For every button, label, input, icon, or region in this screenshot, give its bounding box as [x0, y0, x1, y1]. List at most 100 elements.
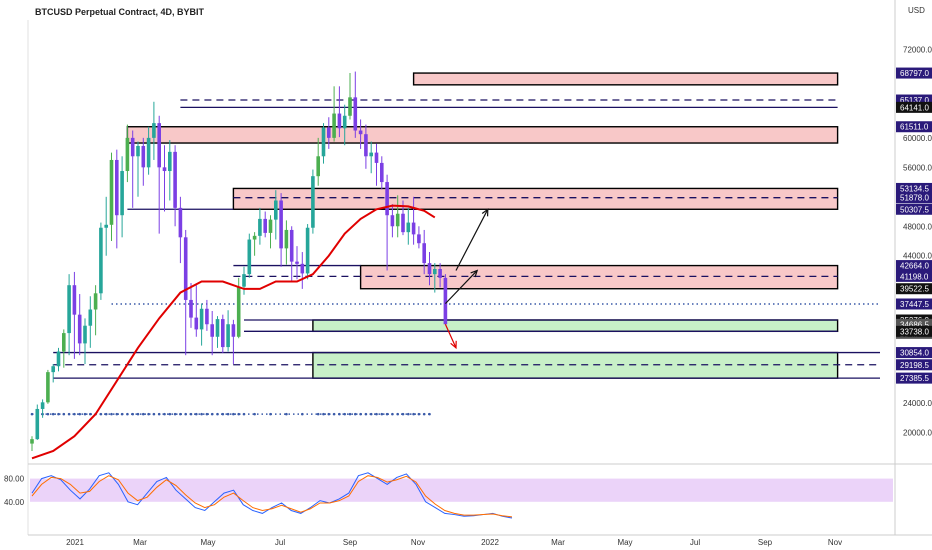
price-level-tag[interactable]: [896, 298, 932, 310]
candle-body[interactable]: [120, 171, 124, 216]
candle-body[interactable]: [274, 200, 278, 220]
candle-body[interactable]: [152, 123, 156, 138]
candle-body[interactable]: [279, 200, 283, 249]
candle-body[interactable]: [258, 218, 262, 236]
candle-body[interactable]: [422, 243, 426, 264]
candle-body[interactable]: [401, 213, 405, 233]
candle-body[interactable]: [247, 239, 252, 275]
candle-body[interactable]: [385, 182, 389, 216]
candle-body[interactable]: [104, 224, 108, 228]
candle-body[interactable]: [30, 439, 34, 444]
candle-body[interactable]: [443, 277, 448, 325]
candle-body[interactable]: [109, 159, 114, 225]
candle-body[interactable]: [189, 299, 193, 318]
candle-body[interactable]: [438, 268, 442, 278]
candle-body[interactable]: [146, 137, 151, 168]
price-level-tag[interactable]: [896, 67, 932, 79]
candle-body[interactable]: [199, 308, 204, 330]
candle-body[interactable]: [178, 207, 183, 238]
candle-body[interactable]: [88, 309, 93, 326]
candle-body[interactable]: [93, 293, 98, 310]
candle-body[interactable]: [215, 319, 220, 337]
candle-body[interactable]: [417, 234, 421, 244]
candle-body[interactable]: [268, 219, 273, 233]
candle-body[interactable]: [395, 213, 400, 227]
candle-body[interactable]: [369, 152, 373, 157]
price-level-tag[interactable]: [896, 372, 932, 384]
candle-body[interactable]: [321, 127, 326, 157]
candle-body[interactable]: [358, 130, 363, 135]
candle-body[interactable]: [205, 308, 209, 325]
candle-body[interactable]: [173, 151, 177, 208]
candle-body[interactable]: [295, 261, 299, 264]
price-level-tag[interactable]: [896, 325, 932, 337]
candle-body[interactable]: [168, 151, 172, 172]
candle-body[interactable]: [289, 229, 294, 262]
candle-body[interactable]: [130, 137, 135, 157]
candle-body[interactable]: [284, 229, 289, 249]
candle-body[interactable]: [115, 159, 119, 216]
price-level-tag[interactable]: [896, 260, 932, 272]
candle-body[interactable]: [300, 263, 305, 274]
price-level-tag[interactable]: [896, 283, 932, 295]
candle-body[interactable]: [221, 319, 225, 348]
candle-body[interactable]: [316, 156, 320, 177]
candle-body[interactable]: [327, 127, 331, 138]
candle-body[interactable]: [231, 324, 236, 337]
candle-body[interactable]: [51, 366, 55, 373]
candle-body[interactable]: [337, 113, 342, 129]
price-level-tag[interactable]: [896, 101, 932, 113]
candle-body[interactable]: [311, 176, 315, 228]
candle-body[interactable]: [252, 235, 257, 240]
candle-body[interactable]: [72, 285, 77, 315]
candle-body[interactable]: [433, 268, 437, 275]
projection-arrow: [455, 209, 489, 271]
price-level-tag[interactable]: [896, 94, 932, 106]
candle-body[interactable]: [183, 237, 188, 300]
candle-body[interactable]: [162, 167, 167, 172]
candle-body[interactable]: [35, 408, 40, 440]
chart-title: BTCUSD Perpetual Contract, 4D, BYBIT: [35, 7, 205, 17]
candle-body[interactable]: [67, 285, 71, 334]
candle-body[interactable]: [194, 317, 199, 330]
price-level-tag[interactable]: [896, 270, 932, 282]
candle-body[interactable]: [305, 227, 310, 274]
price-level-tag[interactable]: [896, 121, 932, 133]
candle-body[interactable]: [62, 333, 66, 352]
candle-body[interactable]: [348, 97, 352, 116]
price-level-tag[interactable]: [896, 347, 932, 359]
price-level-tag[interactable]: [896, 359, 932, 371]
candle-body[interactable]: [353, 97, 358, 131]
candle-body[interactable]: [40, 402, 45, 409]
candle-body[interactable]: [380, 162, 384, 183]
candle-body[interactable]: [46, 372, 50, 403]
candle-body[interactable]: [342, 115, 347, 129]
price-axis[interactable]: 72000.064000.060000.056000.048000.044000…: [896, 45, 932, 438]
candle-body[interactable]: [263, 218, 267, 233]
candle-body[interactable]: [332, 113, 336, 138]
candle-body[interactable]: [99, 227, 103, 294]
candle-body[interactable]: [77, 314, 82, 344]
candle-body[interactable]: [364, 134, 368, 157]
candle-body[interactable]: [236, 286, 241, 337]
price-level-tag[interactable]: [896, 203, 932, 215]
price-level-tag[interactable]: [896, 192, 932, 204]
price-level-tag[interactable]: [896, 318, 932, 330]
time-axis[interactable]: 2021 Mar May Jul Sep Nov 2022 Mar May Jul Sep Nov: [66, 538, 842, 547]
candle-body[interactable]: [411, 222, 416, 235]
candle-body[interactable]: [125, 137, 130, 172]
candle-body[interactable]: [406, 222, 411, 233]
candle-body[interactable]: [427, 263, 432, 275]
candle-body[interactable]: [390, 215, 395, 227]
candle-body[interactable]: [374, 152, 379, 163]
price-level-tag[interactable]: [896, 182, 932, 194]
candle-body[interactable]: [141, 145, 146, 168]
candle-body[interactable]: [210, 324, 214, 337]
candle-body[interactable]: [242, 274, 246, 287]
candle-body[interactable]: [226, 324, 230, 348]
candle-body[interactable]: [56, 351, 61, 367]
candle-body[interactable]: [157, 123, 161, 168]
candle-body[interactable]: [136, 145, 140, 157]
candle-body[interactable]: [83, 325, 87, 344]
